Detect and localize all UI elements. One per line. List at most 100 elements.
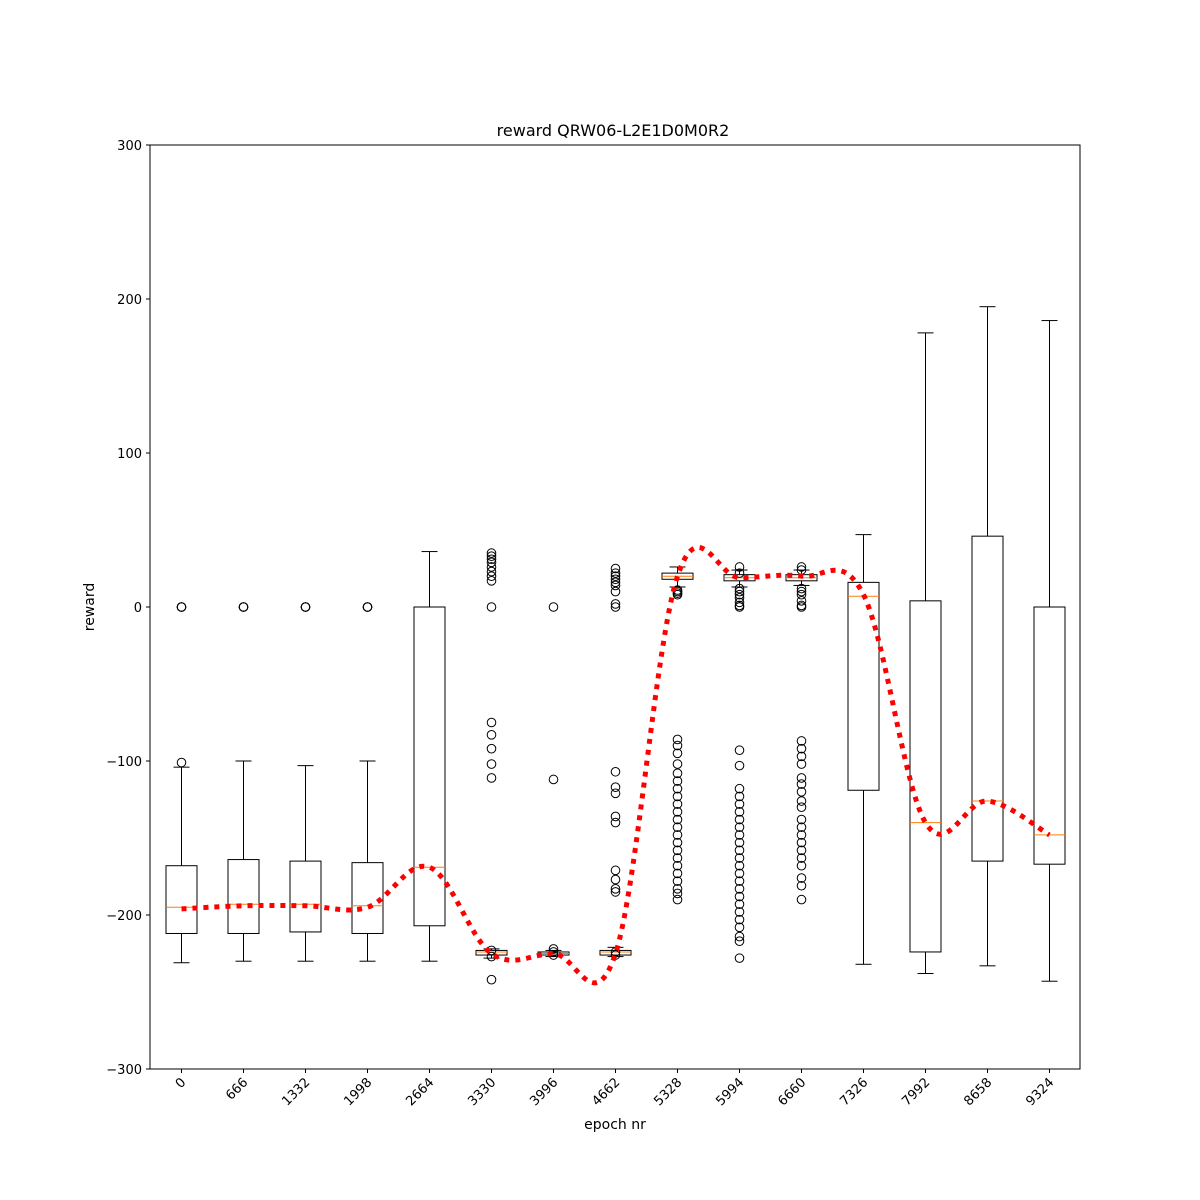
- outlier-point: [796, 583, 807, 594]
- outlier-point: [610, 782, 621, 792]
- box-iqr: [289, 860, 322, 933]
- outlier-point: [672, 734, 683, 745]
- y-tick-label: 200: [117, 293, 142, 308]
- box-1998: [351, 602, 384, 962]
- outlier-point: [672, 759, 683, 769]
- trend-line: [181, 544, 1051, 986]
- outlier-point: [610, 599, 621, 609]
- outlier-point: [486, 554, 497, 565]
- outlier-point: [796, 830, 807, 840]
- outlier-point: [672, 776, 683, 786]
- box-iqr: [971, 535, 1004, 862]
- outlier-point: [796, 822, 807, 833]
- x-axis-label: epoch nr: [584, 1117, 646, 1133]
- outlier-point: [610, 788, 621, 799]
- outlier-point: [672, 814, 683, 825]
- outlier-point: [672, 853, 683, 863]
- y-tick-label: −200: [106, 909, 142, 924]
- outlier-point: [734, 953, 745, 963]
- outlier-point: [610, 766, 621, 777]
- outlier-point: [610, 887, 621, 897]
- outlier-point: [734, 853, 745, 863]
- outlier-point: [796, 743, 807, 754]
- outlier-point: [734, 884, 745, 894]
- outlier-point: [548, 774, 559, 785]
- outlier-point: [610, 811, 621, 822]
- box-2664: [413, 551, 446, 962]
- outlier-point: [734, 891, 745, 902]
- outlier-point: [734, 837, 745, 848]
- outlier-point: [796, 759, 807, 769]
- outlier-point: [734, 745, 745, 756]
- outlier-point: [796, 751, 807, 762]
- box-0: [165, 602, 198, 964]
- outlier-point: [672, 830, 683, 840]
- outlier-point: [610, 884, 621, 894]
- outlier-point: [672, 799, 683, 809]
- outlier-point: [486, 571, 497, 582]
- outlier-point: [796, 589, 807, 600]
- outlier-point: [610, 568, 621, 578]
- outlier-point: [796, 562, 807, 572]
- chart-title: reward QRW06-L2E1D0M0R2: [497, 121, 730, 140]
- outlier-point: [796, 837, 807, 848]
- outlier-point: [486, 551, 497, 561]
- outlier-point: [486, 773, 497, 783]
- outlier-point: [486, 557, 497, 568]
- outlier-point: [610, 602, 621, 612]
- outlier-point: [610, 577, 621, 588]
- outlier-point: [672, 868, 683, 879]
- outlier-point: [486, 717, 497, 728]
- box-iqr: [227, 859, 260, 934]
- outlier-point: [610, 571, 621, 582]
- outlier-point: [734, 914, 745, 925]
- outlier-point: [796, 736, 807, 746]
- outlier-point: [176, 602, 187, 612]
- outlier-point: [672, 837, 683, 848]
- outlier-point: [734, 568, 745, 578]
- outlier-point: [238, 602, 249, 612]
- box-5328: [661, 566, 694, 905]
- outlier-point: [796, 860, 807, 871]
- outlier-point: [486, 602, 497, 612]
- outlier-point: [362, 602, 373, 612]
- outlier-point: [796, 779, 807, 789]
- box-5994: [723, 562, 756, 963]
- box-9324: [1033, 320, 1066, 982]
- box-iqr: [165, 865, 198, 934]
- outlier-point: [734, 583, 745, 594]
- outlier-point: [672, 876, 683, 886]
- box-3330: [475, 548, 508, 985]
- outlier-point: [610, 563, 621, 574]
- outlier-point: [672, 783, 683, 794]
- outlier-point: [796, 845, 807, 856]
- outlier-point: [486, 576, 497, 586]
- outlier-point: [672, 768, 683, 779]
- outlier-point: [610, 586, 621, 597]
- outlier-point: [796, 873, 807, 883]
- y-tick-label: 100: [117, 447, 142, 462]
- outlier-point: [672, 791, 683, 802]
- outlier-point: [734, 597, 745, 608]
- boxes-layer: [165, 306, 1066, 985]
- outlier-point: [672, 822, 683, 833]
- outlier-point: [734, 592, 745, 603]
- outlier-point: [734, 807, 745, 817]
- outlier-point: [734, 783, 745, 794]
- outlier-point: [672, 589, 683, 600]
- box-iqr: [1033, 606, 1066, 865]
- outlier-point: [734, 922, 745, 933]
- y-axis: −300 −200 −100 0 100 200 300: [106, 139, 150, 1078]
- outlier-point: [734, 936, 745, 946]
- box-8658: [971, 306, 1004, 967]
- box-iqr: [413, 606, 446, 927]
- outlier-point: [734, 589, 745, 600]
- y-tick-label: −300: [106, 1063, 142, 1078]
- box-1332: [289, 602, 322, 962]
- y-tick-label: 300: [117, 139, 142, 154]
- box-iqr: [847, 581, 880, 791]
- outlier-point: [734, 868, 745, 879]
- outlier-point: [300, 602, 311, 612]
- outlier-point: [672, 884, 683, 894]
